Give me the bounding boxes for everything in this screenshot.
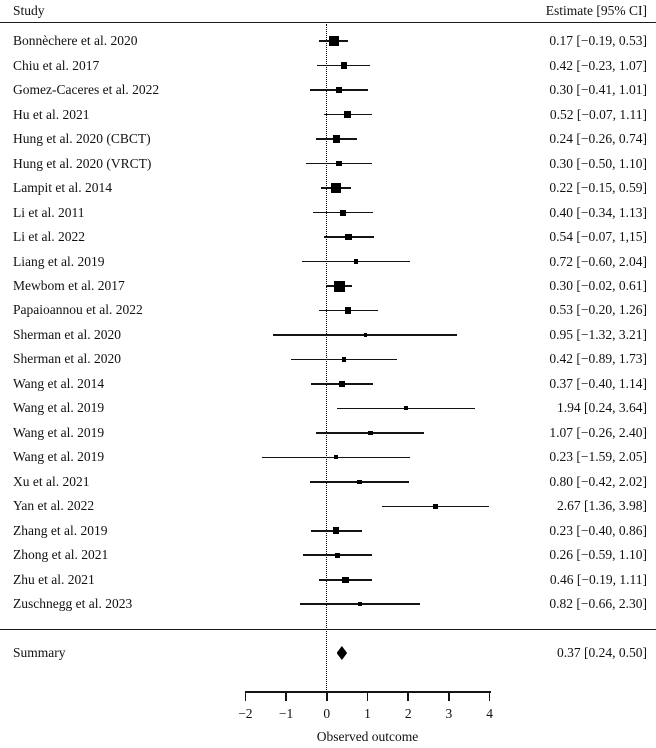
- estimate-text: 0.42 [−0.23, 1.07]: [549, 57, 647, 73]
- estimate-text: 0.30 [−0.02, 0.61]: [549, 278, 647, 293]
- point-estimate-marker: [332, 135, 341, 143]
- study-label: Zhang et al. 2019: [13, 522, 108, 538]
- header-divider-line: [0, 21, 656, 24]
- estimate-text: 0.24 [−0.26, 0.74]: [549, 131, 647, 147]
- estimate-text: 0.23 [−1.59, 2.05]: [549, 449, 647, 465]
- study-label: Mewbom et al. 2017: [13, 278, 125, 293]
- study-label: Xu et al. 2021: [13, 473, 90, 489]
- point-estimate-marker: [358, 602, 363, 607]
- estimate-text: 0.53 [−0.20, 1.26]: [549, 302, 647, 318]
- point-estimate-marker: [368, 430, 373, 436]
- study-label: Lampit et al. 2014: [13, 180, 112, 196]
- study-label: Wang et al. 2019: [13, 424, 105, 440]
- point-estimate-marker: [363, 333, 368, 337]
- point-estimate-marker: [332, 527, 340, 535]
- point-estimate-marker: [336, 160, 342, 167]
- estimate-text: 0.72 [−0.60, 2.04]: [549, 253, 647, 269]
- study-label: Yan et al. 2022: [13, 498, 95, 514]
- x-axis-tick-label: 0: [323, 706, 331, 721]
- estimate-text: 0.40 [−0.34, 1.13]: [549, 204, 647, 220]
- estimate-text: 0.23 [−0.40, 0.86]: [549, 522, 647, 538]
- estimate-text: 0.95 [−1.32, 3.21]: [549, 326, 647, 342]
- x-axis-tick-label: 1: [364, 706, 371, 721]
- study-label: Hung et al. 2020 (CBCT): [13, 131, 151, 147]
- x-axis-tick-label: −2: [238, 706, 253, 721]
- point-estimate-marker: [345, 233, 353, 241]
- point-estimate-marker: [334, 455, 339, 460]
- point-estimate-marker: [333, 280, 345, 292]
- study-label: Chiu et al. 2017: [13, 57, 100, 73]
- estimate-text: 0.22 [−0.15, 0.59]: [549, 180, 647, 196]
- study-label: Bonnèchere et al. 2020: [13, 33, 138, 49]
- summary-divider-line: [0, 628, 656, 631]
- point-estimate-marker: [403, 406, 408, 411]
- point-estimate-marker: [338, 380, 345, 387]
- summary-estimate-text: 0.37 [0.24, 0.50]: [557, 645, 647, 660]
- point-estimate-marker: [330, 183, 341, 193]
- summary-label: Summary: [13, 645, 66, 660]
- estimate-text: 0.26 [−0.59, 1.10]: [549, 547, 647, 563]
- x-axis-tick: [448, 691, 450, 701]
- estimate-text: 0.30 [−0.41, 1.01]: [549, 82, 647, 98]
- x-axis-title: Observed outcome: [316, 729, 419, 744]
- x-axis-tick: [366, 691, 369, 701]
- estimate-text: 0.46 [−0.19, 1.11]: [549, 571, 647, 587]
- estimate-text: 0.37 [−0.40, 1.14]: [549, 375, 647, 391]
- study-label: Papaioannou et al. 2022: [13, 302, 143, 318]
- estimate-text: 0.82 [−0.66, 2.30]: [549, 596, 647, 612]
- estimate-text: 2.67 [1.36, 3.98]: [557, 498, 647, 514]
- point-estimate-marker: [357, 479, 362, 485]
- x-axis-tick-label: 2: [404, 706, 412, 721]
- study-label: Gomez-Caceres et al. 2022: [13, 82, 160, 98]
- point-estimate-marker: [340, 209, 347, 216]
- study-label: Wang et al. 2019: [13, 400, 105, 416]
- column-header-estimate: Estimate [95% CI]: [545, 3, 647, 18]
- point-estimate-marker: [340, 62, 348, 69]
- estimate-text: 0.17 [−0.19, 0.53]: [549, 33, 647, 49]
- point-estimate-marker: [334, 552, 341, 559]
- point-estimate-marker: [341, 357, 347, 362]
- study-label: Li et al. 2022: [13, 229, 85, 245]
- study-label: Zhong et al. 2021: [13, 547, 109, 563]
- x-axis-line: [245, 691, 492, 693]
- estimate-text: 0.30 [−0.50, 1.10]: [549, 155, 647, 171]
- x-axis-tick: [244, 691, 247, 701]
- x-axis-tick: [488, 691, 491, 701]
- x-axis-tick: [285, 691, 287, 701]
- estimate-text: 0.42 [−0.89, 1.73]: [549, 351, 647, 367]
- x-axis-tick: [326, 691, 328, 701]
- point-estimate-marker: [433, 504, 438, 509]
- study-label: Zuschnegg et al. 2023: [13, 596, 133, 612]
- study-label: Hu et al. 2021: [13, 106, 90, 122]
- study-label: Sherman et al. 2020: [13, 351, 121, 367]
- point-estimate-marker: [344, 111, 352, 119]
- estimate-text: 1.07 [−0.26, 2.40]: [549, 424, 647, 440]
- zero-reference-line: [326, 23, 328, 692]
- study-label: Wang et al. 2019: [13, 449, 105, 465]
- x-axis-tick-label: −1: [278, 706, 294, 721]
- estimate-text: 1.94 [0.24, 3.64]: [557, 400, 647, 416]
- estimate-text: 0.52 [−0.07, 1.11]: [549, 106, 647, 122]
- study-label: Sherman et al. 2020: [13, 326, 121, 342]
- x-axis-tick-label: 4: [486, 706, 493, 721]
- study-label: Hung et al. 2020 (VRCT): [13, 155, 152, 171]
- study-label: Wang et al. 2014: [13, 375, 105, 391]
- study-label: Li et al. 2011: [13, 204, 85, 220]
- summary-diamond-marker: [336, 646, 348, 660]
- x-axis-tick-label: 3: [445, 706, 453, 721]
- point-estimate-marker: [342, 576, 349, 583]
- study-label: Liang et al. 2019: [13, 253, 105, 269]
- point-estimate-marker: [335, 87, 343, 94]
- point-estimate-marker: [328, 36, 339, 47]
- estimate-text: 0.54 [−0.07, 1,15]: [549, 229, 647, 245]
- x-axis-tick: [407, 691, 409, 701]
- point-estimate-marker: [345, 307, 352, 314]
- column-header-study: Study: [13, 3, 45, 18]
- study-label: Zhu et al. 2021: [13, 571, 95, 587]
- point-estimate-marker: [353, 259, 359, 264]
- estimate-text: 0.80 [−0.42, 2.02]: [549, 473, 647, 489]
